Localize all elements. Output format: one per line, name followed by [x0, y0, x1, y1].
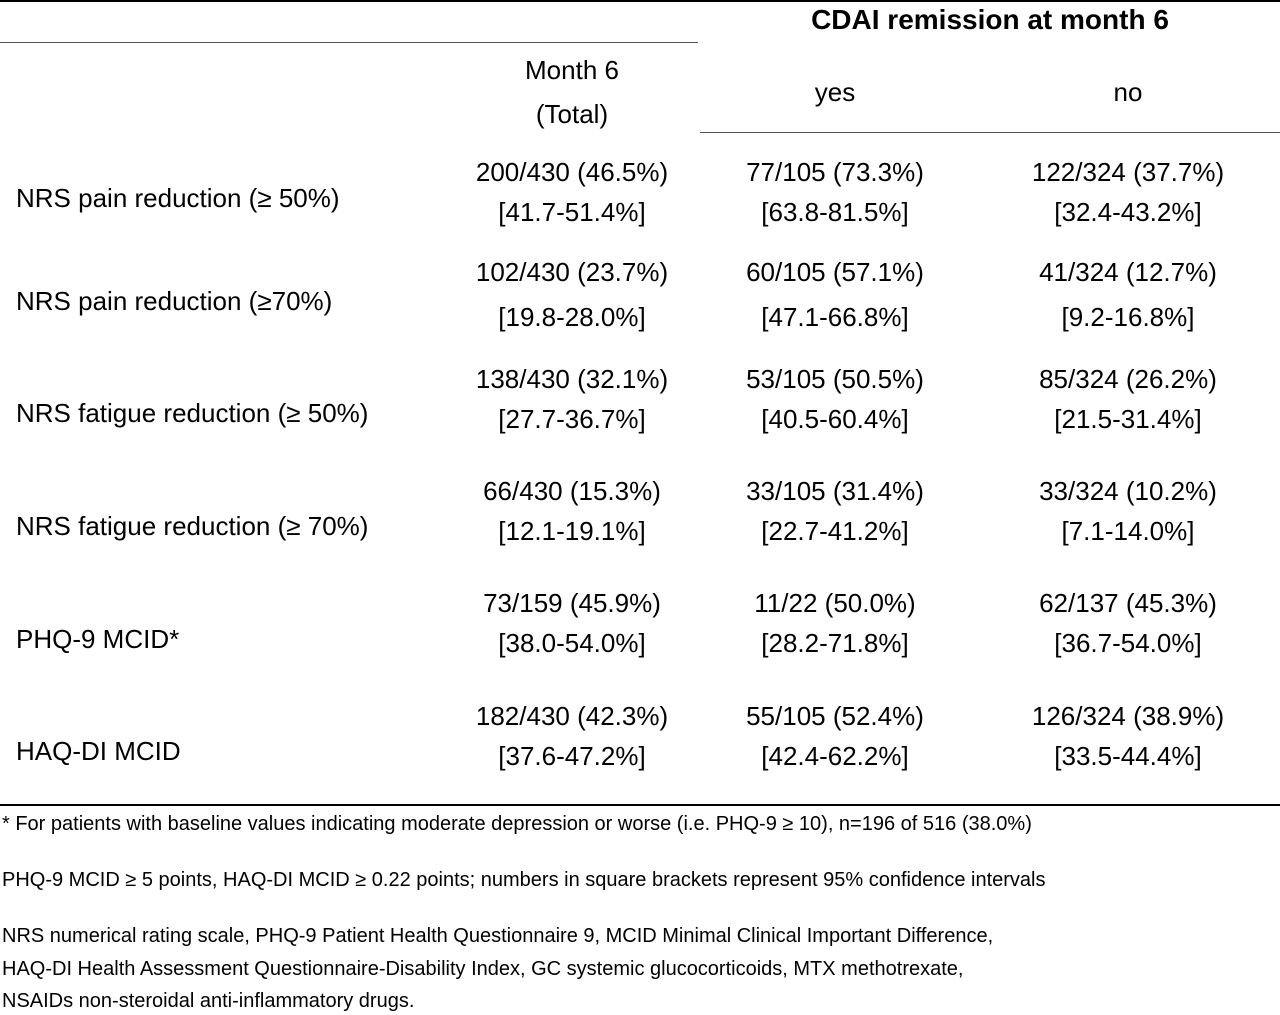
col-header-no: no	[1113, 77, 1143, 107]
top-rule	[0, 0, 1280, 2]
row-label: NRS pain reduction (≥ 50%)	[16, 183, 340, 213]
footnote-abbreviations-line3: NSAIDs non-steroidal anti-inflammatory d…	[2, 990, 415, 1012]
cell-total-ci: [27.7-36.7%]	[498, 404, 646, 434]
cell-yes-value: 11/22 (50.0%)	[754, 588, 916, 618]
footnote-mcid-definitions: PHQ-9 MCID ≥ 5 points, HAQ-DI MCID ≥ 0.2…	[2, 869, 1046, 891]
cell-no-value: 85/324 (26.2%)	[1039, 364, 1217, 394]
cell-total-value: 73/159 (45.9%)	[483, 588, 661, 618]
cell-yes-ci: [47.1-66.8%]	[761, 302, 909, 332]
cell-no-ci: [7.1-14.0%]	[1061, 516, 1195, 546]
cell-yes-value: 77/105 (73.3%)	[746, 157, 924, 187]
cell-total-ci: [41.7-51.4%]	[498, 197, 646, 227]
cell-yes-value: 60/105 (57.1%)	[746, 257, 924, 287]
row-label: PHQ-9 MCID*	[16, 624, 180, 654]
cell-total-ci: [12.1-19.1%]	[498, 516, 646, 546]
cell-yes-ci: [40.5-60.4%]	[761, 404, 909, 434]
footnote-abbreviations-line2: HAQ-DI Health Assessment Questionnaire-D…	[2, 958, 964, 980]
cell-no-value: 33/324 (10.2%)	[1039, 476, 1217, 506]
cell-no-ci: [9.2-16.8%]	[1061, 302, 1195, 332]
cell-total-ci: [37.6-47.2%]	[498, 741, 646, 771]
row-label: NRS pain reduction (≥70%)	[16, 286, 333, 316]
col-header-total-line2: (Total)	[535, 99, 609, 129]
group-title: CDAI remission at month 6	[811, 4, 1169, 35]
col-header-total-line1: Month 6	[525, 55, 619, 85]
header-left-rule	[0, 42, 698, 43]
cell-yes-ci: [28.2-71.8%]	[761, 628, 909, 658]
cell-yes-value: 33/105 (31.4%)	[746, 476, 924, 506]
cell-total-ci: [19.8-28.0%]	[498, 302, 646, 332]
cell-no-ci: [33.5-44.4%]	[1054, 741, 1202, 771]
cell-yes-ci: [22.7-41.2%]	[761, 516, 909, 546]
cell-yes-value: 53/105 (50.5%)	[746, 364, 924, 394]
cell-yes-ci: [42.4-62.2%]	[761, 741, 909, 771]
cell-total-value: 66/430 (15.3%)	[483, 476, 661, 506]
row-label: NRS fatigue reduction (≥ 50%)	[16, 398, 369, 428]
cell-total-value: 182/430 (42.3%)	[475, 701, 669, 731]
row-label: NRS fatigue reduction (≥ 70%)	[16, 511, 369, 541]
cell-no-value: 122/324 (37.7%)	[1031, 157, 1225, 187]
cell-no-ci: [36.7-54.0%]	[1054, 628, 1202, 658]
col-header-yes: yes	[814, 77, 856, 107]
cell-no-value: 126/324 (38.9%)	[1031, 701, 1225, 731]
table-bottom-rule	[0, 804, 1280, 806]
cell-no-value: 62/137 (45.3%)	[1039, 588, 1217, 618]
row-label: HAQ-DI MCID	[16, 736, 181, 766]
footnote-asterisk: * For patients with baseline values indi…	[2, 813, 1032, 835]
footnote-abbreviations-line1: NRS numerical rating scale, PHQ-9 Patien…	[2, 925, 994, 947]
header-group-rule	[700, 132, 1280, 133]
cell-total-value: 200/430 (46.5%)	[475, 157, 669, 187]
cell-no-ci: [21.5-31.4%]	[1054, 404, 1202, 434]
cell-yes-ci: [63.8-81.5%]	[761, 197, 909, 227]
cell-no-value: 41/324 (12.7%)	[1039, 257, 1217, 287]
cell-no-ci: [32.4-43.2%]	[1054, 197, 1202, 227]
cell-total-value: 138/430 (32.1%)	[475, 364, 669, 394]
cell-total-ci: [38.0-54.0%]	[498, 628, 646, 658]
cell-total-value: 102/430 (23.7%)	[475, 257, 669, 287]
cell-yes-value: 55/105 (52.4%)	[746, 701, 924, 731]
